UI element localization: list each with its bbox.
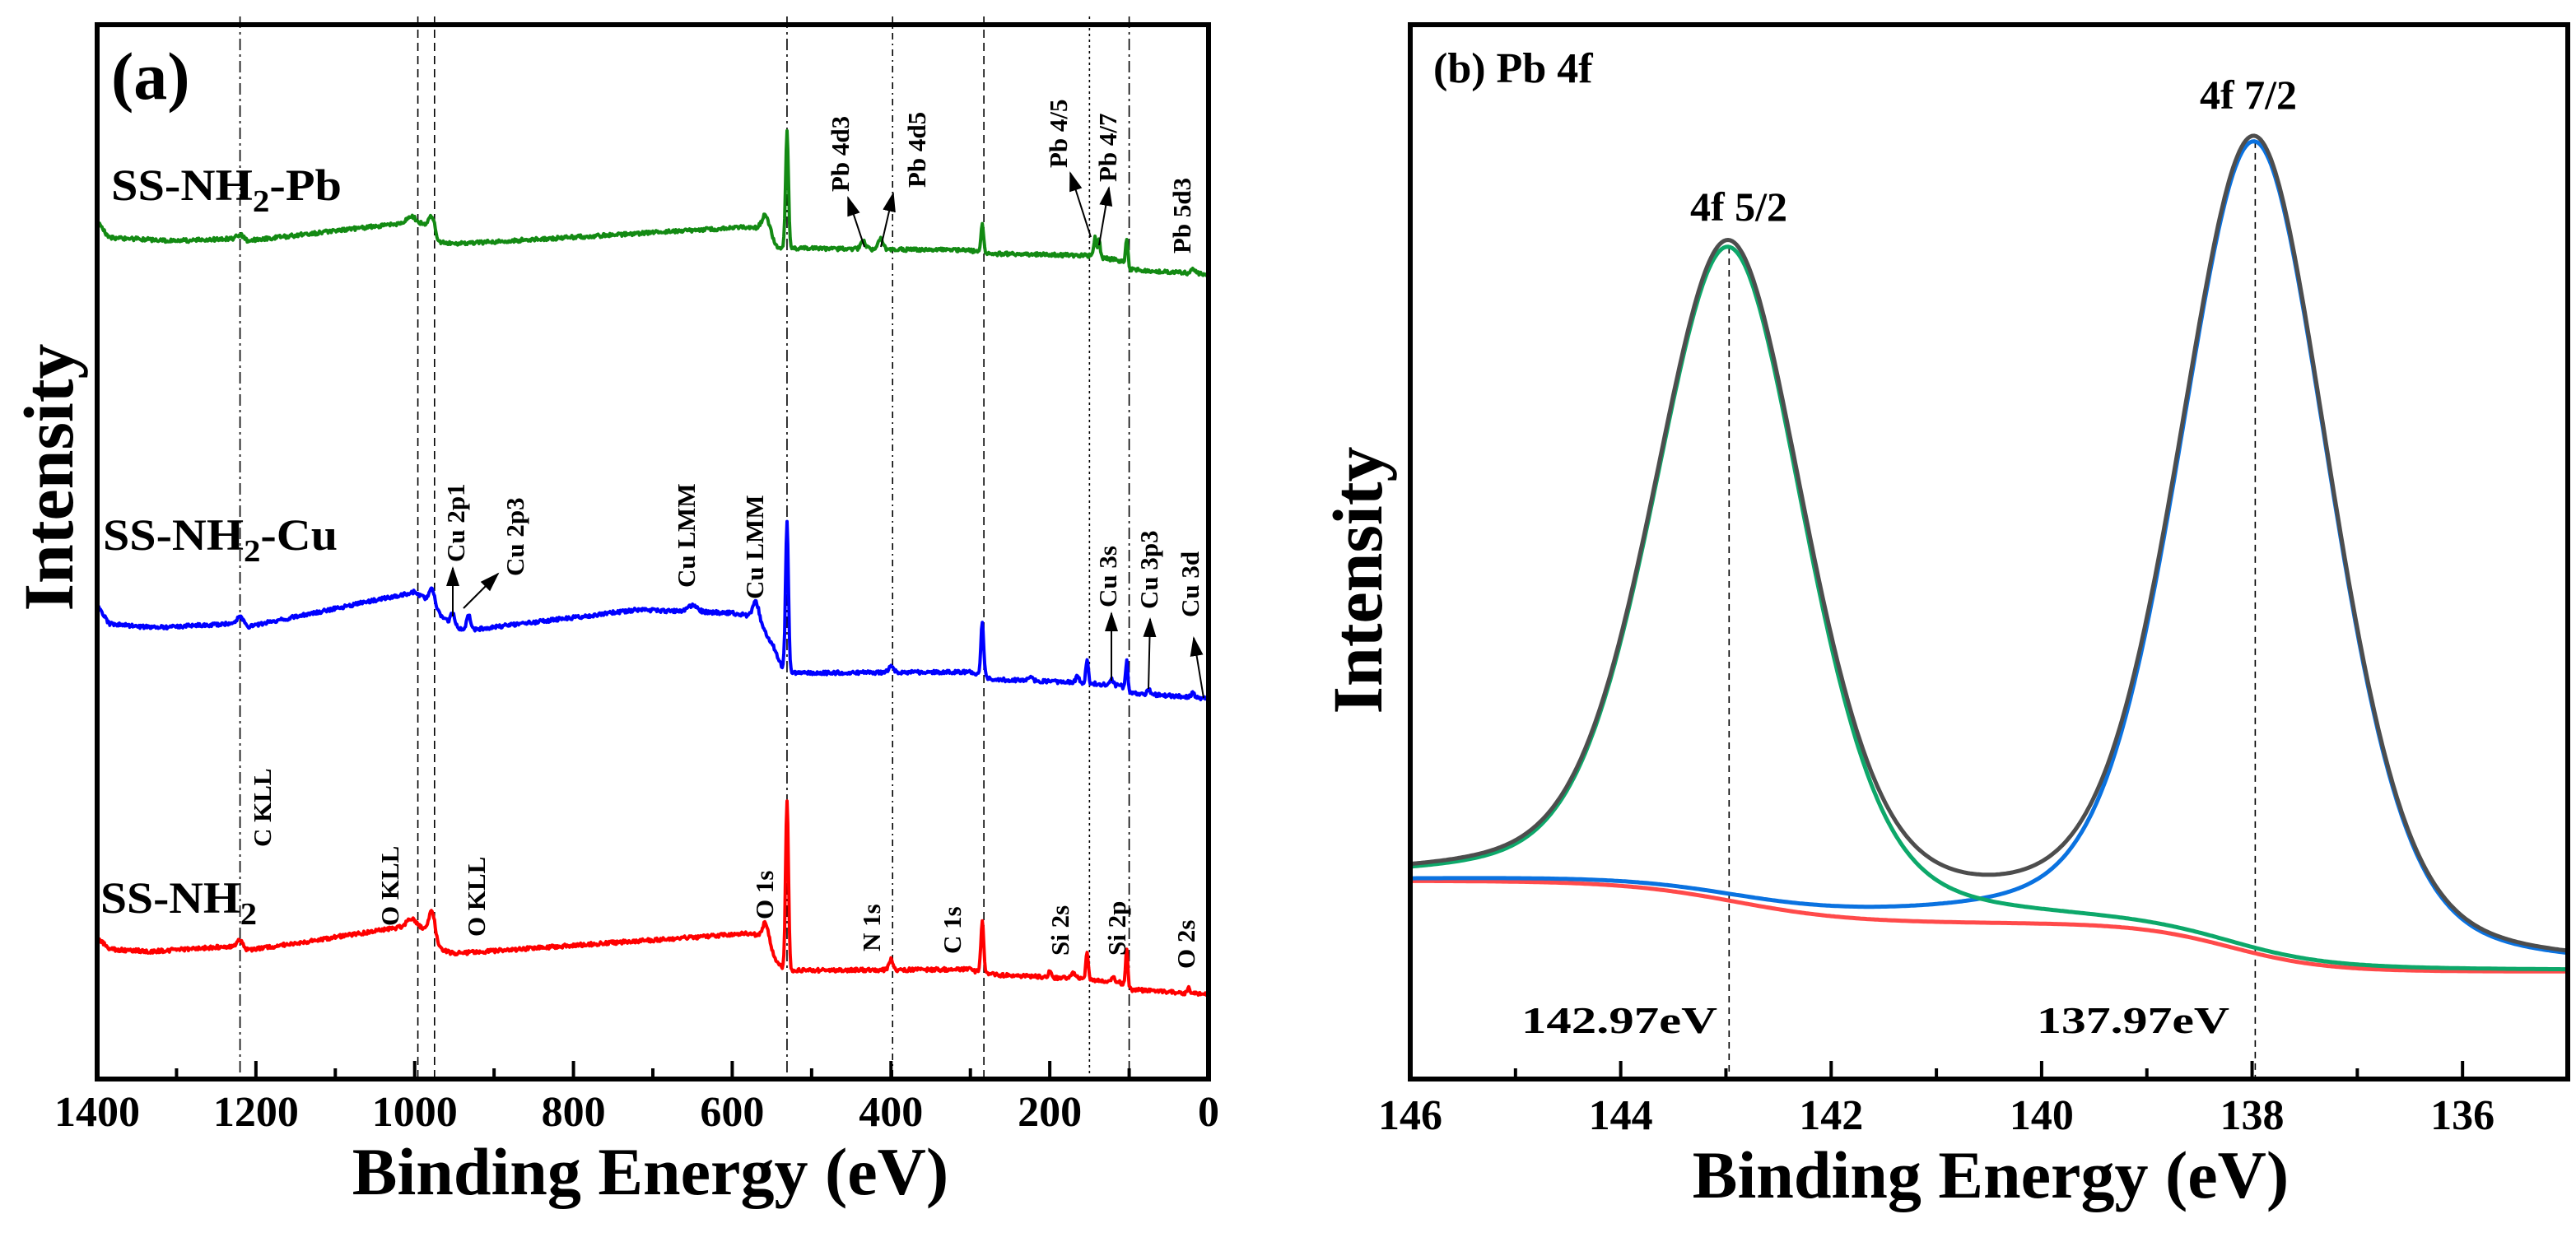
annotation-arrow-icon [1190, 636, 1204, 699]
panel-label-b: (b) Pb 4f [1433, 45, 1593, 92]
peak-annotation-label: Si 2s [1046, 905, 1074, 956]
peak-annotation-label: O 2s [1172, 920, 1200, 969]
x-tick-label: 0 [1198, 1089, 1219, 1136]
x-tick-label: 800 [542, 1089, 606, 1136]
x-tick-label: 600 [700, 1089, 764, 1136]
peak-annotation-label: Cu LMM [672, 483, 701, 588]
y-axis-title-a: Intensity [9, 344, 88, 612]
series-label-pb: SS-NH 2-Pb [111, 160, 342, 219]
peak-annotation-label: C KLL [248, 768, 277, 847]
x-axis-title-b: Binding Energy (eV) [1693, 1137, 2289, 1212]
series-label-post: -Cu [260, 510, 338, 560]
peak-annotation-label: Pb 4/7 [1093, 113, 1122, 182]
peak-annotation-label: Pb 4/5 [1044, 99, 1073, 168]
peak-annotation-label: Pb 4d5 [902, 112, 931, 188]
panel-label-a: (a) [111, 39, 190, 114]
x-tick-label: 1200 [213, 1089, 299, 1136]
peak-annotation-label: Cu 2p3 [501, 497, 529, 576]
peak-annotation-label: Cu 3d [1176, 551, 1204, 617]
annotation-arrow-icon [1143, 617, 1157, 690]
peak-reference-lines [1728, 141, 2257, 1079]
peak-annotation-label: O KLL [462, 857, 491, 937]
fit-curves [1409, 133, 2569, 974]
envelope-curve [1409, 133, 2569, 953]
y-axis-title-b: Intensity [1318, 447, 1397, 714]
x-tick-label: 1000 [372, 1089, 458, 1136]
peak-label-4f72: 4f 7/2 [2200, 72, 2297, 118]
peak-annotation-label: C 1s [938, 906, 967, 954]
x-tick-label: 144 [1589, 1092, 1653, 1139]
x-tick-label: 1400 [54, 1089, 140, 1136]
spectrum-line-pb [96, 128, 1210, 278]
x-axis-ticks-a: 1400 1200 1000 800 600 400 200 0 [54, 1061, 1219, 1136]
peak-value-4f52: 142.97eV [1521, 999, 1717, 1041]
x-tick-label: 400 [859, 1089, 923, 1136]
peak-annotation-label: Cu LMM [740, 495, 769, 599]
peak-annotation-label: Si 2p [1102, 901, 1131, 956]
peak-annotation-label: O 1s [750, 871, 779, 919]
x-axis-title-a: Binding Energy (eV) [352, 1134, 948, 1209]
peak-annotation-label: Cu 2p1 [441, 483, 470, 562]
x-tick-label: 140 [2010, 1092, 2074, 1139]
peak-annotation-label: Pb 5d3 [1167, 178, 1196, 254]
annotation-arrow-icon [1069, 171, 1092, 238]
annotation-arrow-icon [1098, 186, 1113, 246]
series-label-pre: SS-NH [100, 873, 240, 923]
survey-curves [95, 128, 1210, 998]
series-label-post: -Pb [269, 160, 342, 210]
series-label-cu: SS-NH 2-Cu [103, 510, 338, 569]
peak-annotation-label: N 1s [857, 904, 886, 951]
peak-annotation-label: Pb 4d3 [826, 116, 855, 192]
annotation-arrow-icon [880, 192, 896, 248]
series-label-sub: 2 [253, 184, 270, 219]
x-tick-label: 142 [1799, 1092, 1863, 1139]
component-4f52-curve [1409, 244, 2568, 972]
peak-annotation-label: Cu 3s [1093, 546, 1122, 607]
peak-label-4f52: 4f 5/2 [1690, 184, 1787, 230]
peak-annotation-label: Cu 3p3 [1134, 530, 1163, 609]
peak-value-4f72: 137.97eV [2037, 999, 2229, 1041]
peak-annotations: Pb 4d3 Pb 4d5 Pb 4/5 Pb 4/7 Pb 5d3 Cu 2p1 Cu 2… [248, 99, 1204, 969]
annotation-arrow-icon [463, 572, 500, 609]
pb4f-spectrum-panel: 146 144 142 140 138 136 (b) Pb 4f 4f 5/2 4f 7… [1318, 22, 2570, 1212]
series-label-sub: 2 [244, 534, 260, 569]
peak-annotation-label: O KLL [375, 846, 404, 926]
x-tick-label: 138 [2220, 1092, 2285, 1139]
series-label-pre: SS-NH [103, 510, 244, 560]
survey-spectrum-panel: Pb 4d3 Pb 4d5 Pb 4/5 Pb 4/7 Pb 5d3 Cu 2p1 Cu 2… [9, 16, 1219, 1209]
background-curve [1410, 878, 2568, 974]
spectrum-line-nh2 [95, 799, 1209, 998]
series-label-nh2: SS-NH 2 [100, 873, 257, 932]
annotation-arrow-icon [847, 196, 865, 248]
spectrum-line-cu [96, 519, 1210, 702]
series-label-sub: 2 [240, 897, 257, 932]
reference-lines [239, 16, 1130, 1079]
x-axis-ticks-b: 146 144 142 140 138 136 [1378, 1061, 2569, 1139]
x-tick-label: 200 [1018, 1089, 1082, 1136]
component-4f72-curve [1410, 139, 2569, 956]
series-label-pre: SS-NH [111, 160, 253, 210]
x-tick-label: 136 [2430, 1092, 2494, 1139]
annotation-arrows [446, 171, 1204, 699]
plot-frame-b [1408, 22, 2570, 1082]
x-tick-label: 146 [1378, 1092, 1442, 1139]
